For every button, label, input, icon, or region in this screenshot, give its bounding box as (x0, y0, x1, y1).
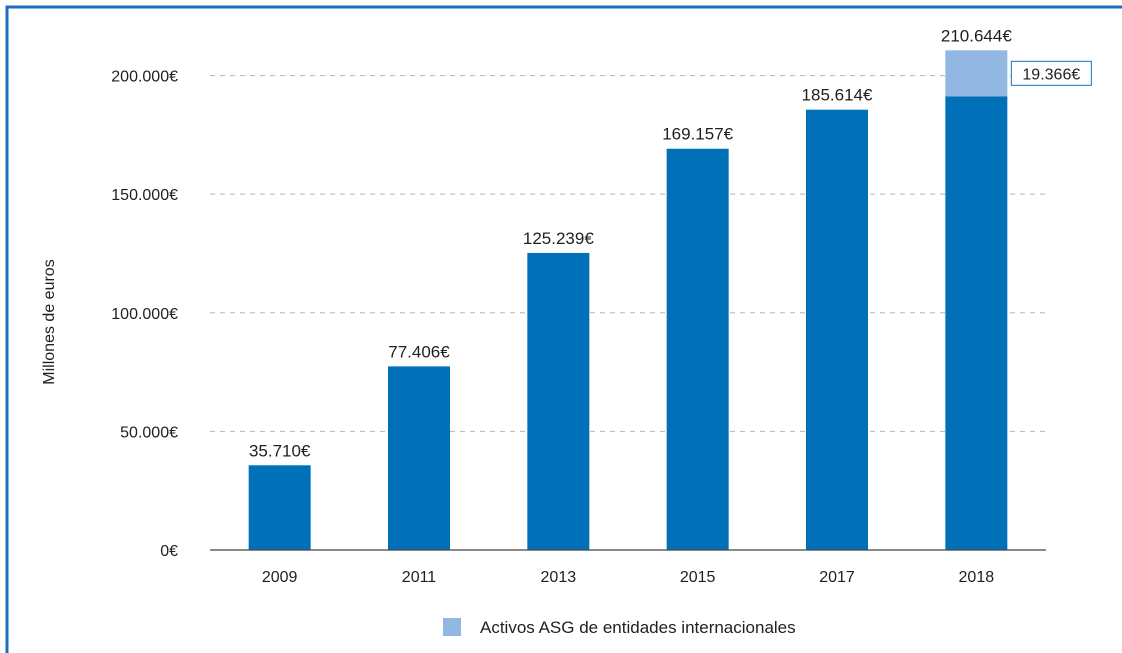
bar-total-label: 35.710€ (249, 441, 311, 460)
bar-total-label: 185.614€ (802, 86, 873, 105)
bar-asg-internacional (945, 50, 1008, 97)
x-tick-labels: 2009 2011 2013 2015 2017 2018 (262, 569, 994, 586)
x-tick-label: 2011 (402, 569, 437, 586)
y-tick-label: 50.000€ (120, 424, 178, 441)
gridlines (210, 75, 1046, 432)
bar-main (806, 109, 868, 550)
y-axis-label: Millones de euros (41, 259, 58, 384)
value-labels: 35.710€ 77.406€ 125.239€ 169.157€ 185.614€ 21… (249, 26, 1092, 460)
segment-annotation-box (1010, 60, 1092, 86)
bar-main (388, 366, 450, 550)
bar-main (666, 148, 729, 550)
x-tick-label: 2017 (819, 569, 855, 586)
bar-total-label: 169.157€ (662, 125, 733, 144)
bar-main (945, 96, 1008, 551)
y-tick-label: 0€ (160, 543, 178, 560)
y-tick-labels: 0€ 50.000€ 100.000€ 150.000€ 200.000€ (111, 69, 178, 560)
bar-main (248, 465, 311, 550)
y-tick-label: 100.000€ (111, 306, 178, 323)
x-tick-label: 2013 (541, 569, 577, 586)
segment-annotation-label: 19.366€ (1022, 66, 1080, 83)
bar-main (527, 252, 590, 550)
bars (248, 50, 1008, 551)
bar-total-label: 77.406€ (388, 342, 450, 361)
bar-total-label: 210.644€ (941, 26, 1012, 45)
legend-label: Activos ASG de entidades internacionales (480, 618, 796, 637)
legend-swatch (443, 618, 461, 636)
x-tick-label: 2015 (680, 569, 716, 586)
legend: Activos ASG de entidades internacionales (443, 618, 796, 637)
x-tick-label: 2009 (262, 569, 298, 586)
y-tick-label: 150.000€ (111, 187, 178, 204)
y-tick-label: 200.000€ (111, 69, 178, 86)
frame-border (5, 5, 1122, 653)
bar-total-label: 125.239€ (523, 229, 594, 248)
x-tick-label: 2018 (959, 569, 995, 586)
